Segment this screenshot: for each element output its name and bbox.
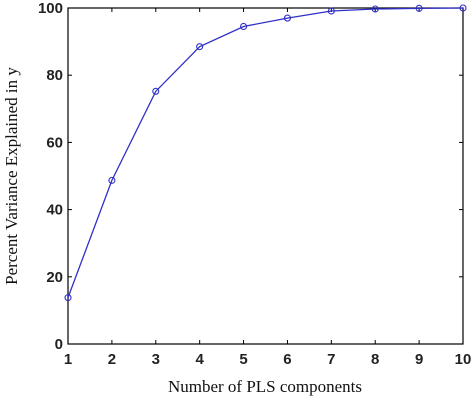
x-tick-label: 7 [327,351,335,368]
y-tick-label: 60 [46,134,63,151]
y-axis-title: Percent Variance Explained in y [2,67,21,285]
plot-area-frame [67,7,464,345]
y-tick-label: 20 [46,269,63,286]
y-tick-label: 40 [46,202,63,219]
data-point [459,4,467,12]
data-point [240,22,248,31]
data-point [152,87,160,95]
data-point [371,5,379,13]
x-tick-label: 8 [371,351,379,368]
data-point [283,14,291,22]
data-point [108,176,116,184]
x-axis-ticks: 1 2 3 4 5 6 7 8 9 10 [64,8,472,368]
y-tick-label: 0 [55,336,63,353]
x-tick-label: 1 [64,351,72,368]
x-tick-label: 5 [239,351,247,368]
x-tick-label: 3 [152,351,160,368]
x-tick-label: 6 [283,351,291,368]
x-tick-label: 9 [415,351,423,368]
y-tick-label: 80 [46,67,63,84]
y-tick-label: 100 [38,0,63,17]
series-line [67,7,464,298]
data-point [64,294,72,302]
data-point [327,7,335,15]
y-axis-ticks: 0 20 40 60 80 100 [38,0,463,353]
x-axis-title: Number of PLS components [168,377,362,396]
x-tick-label: 4 [195,351,204,368]
data-point [196,43,204,51]
x-tick-label: 10 [455,351,472,368]
series-layer [64,4,467,302]
data-point [415,4,423,12]
x-tick-label: 2 [108,351,116,368]
